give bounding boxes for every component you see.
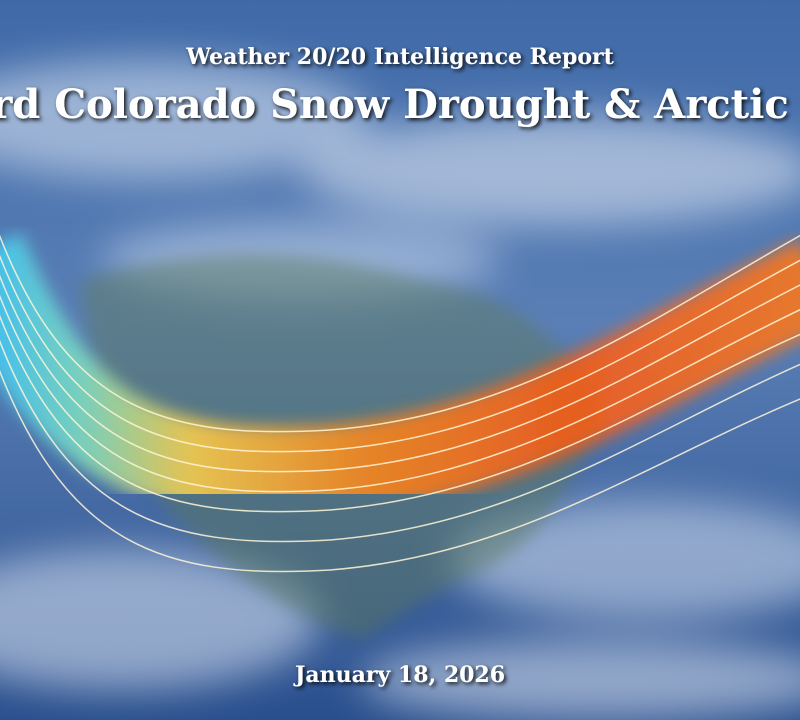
clouds (0, 60, 800, 720)
jet-stream-lines (0, 234, 800, 573)
date: January 18, 2026 (293, 662, 505, 688)
subtitle: Weather 20/20 Intelligence Report (185, 44, 614, 70)
title: Record Colorado Snow Drought & Arctic Bl… (0, 81, 800, 128)
